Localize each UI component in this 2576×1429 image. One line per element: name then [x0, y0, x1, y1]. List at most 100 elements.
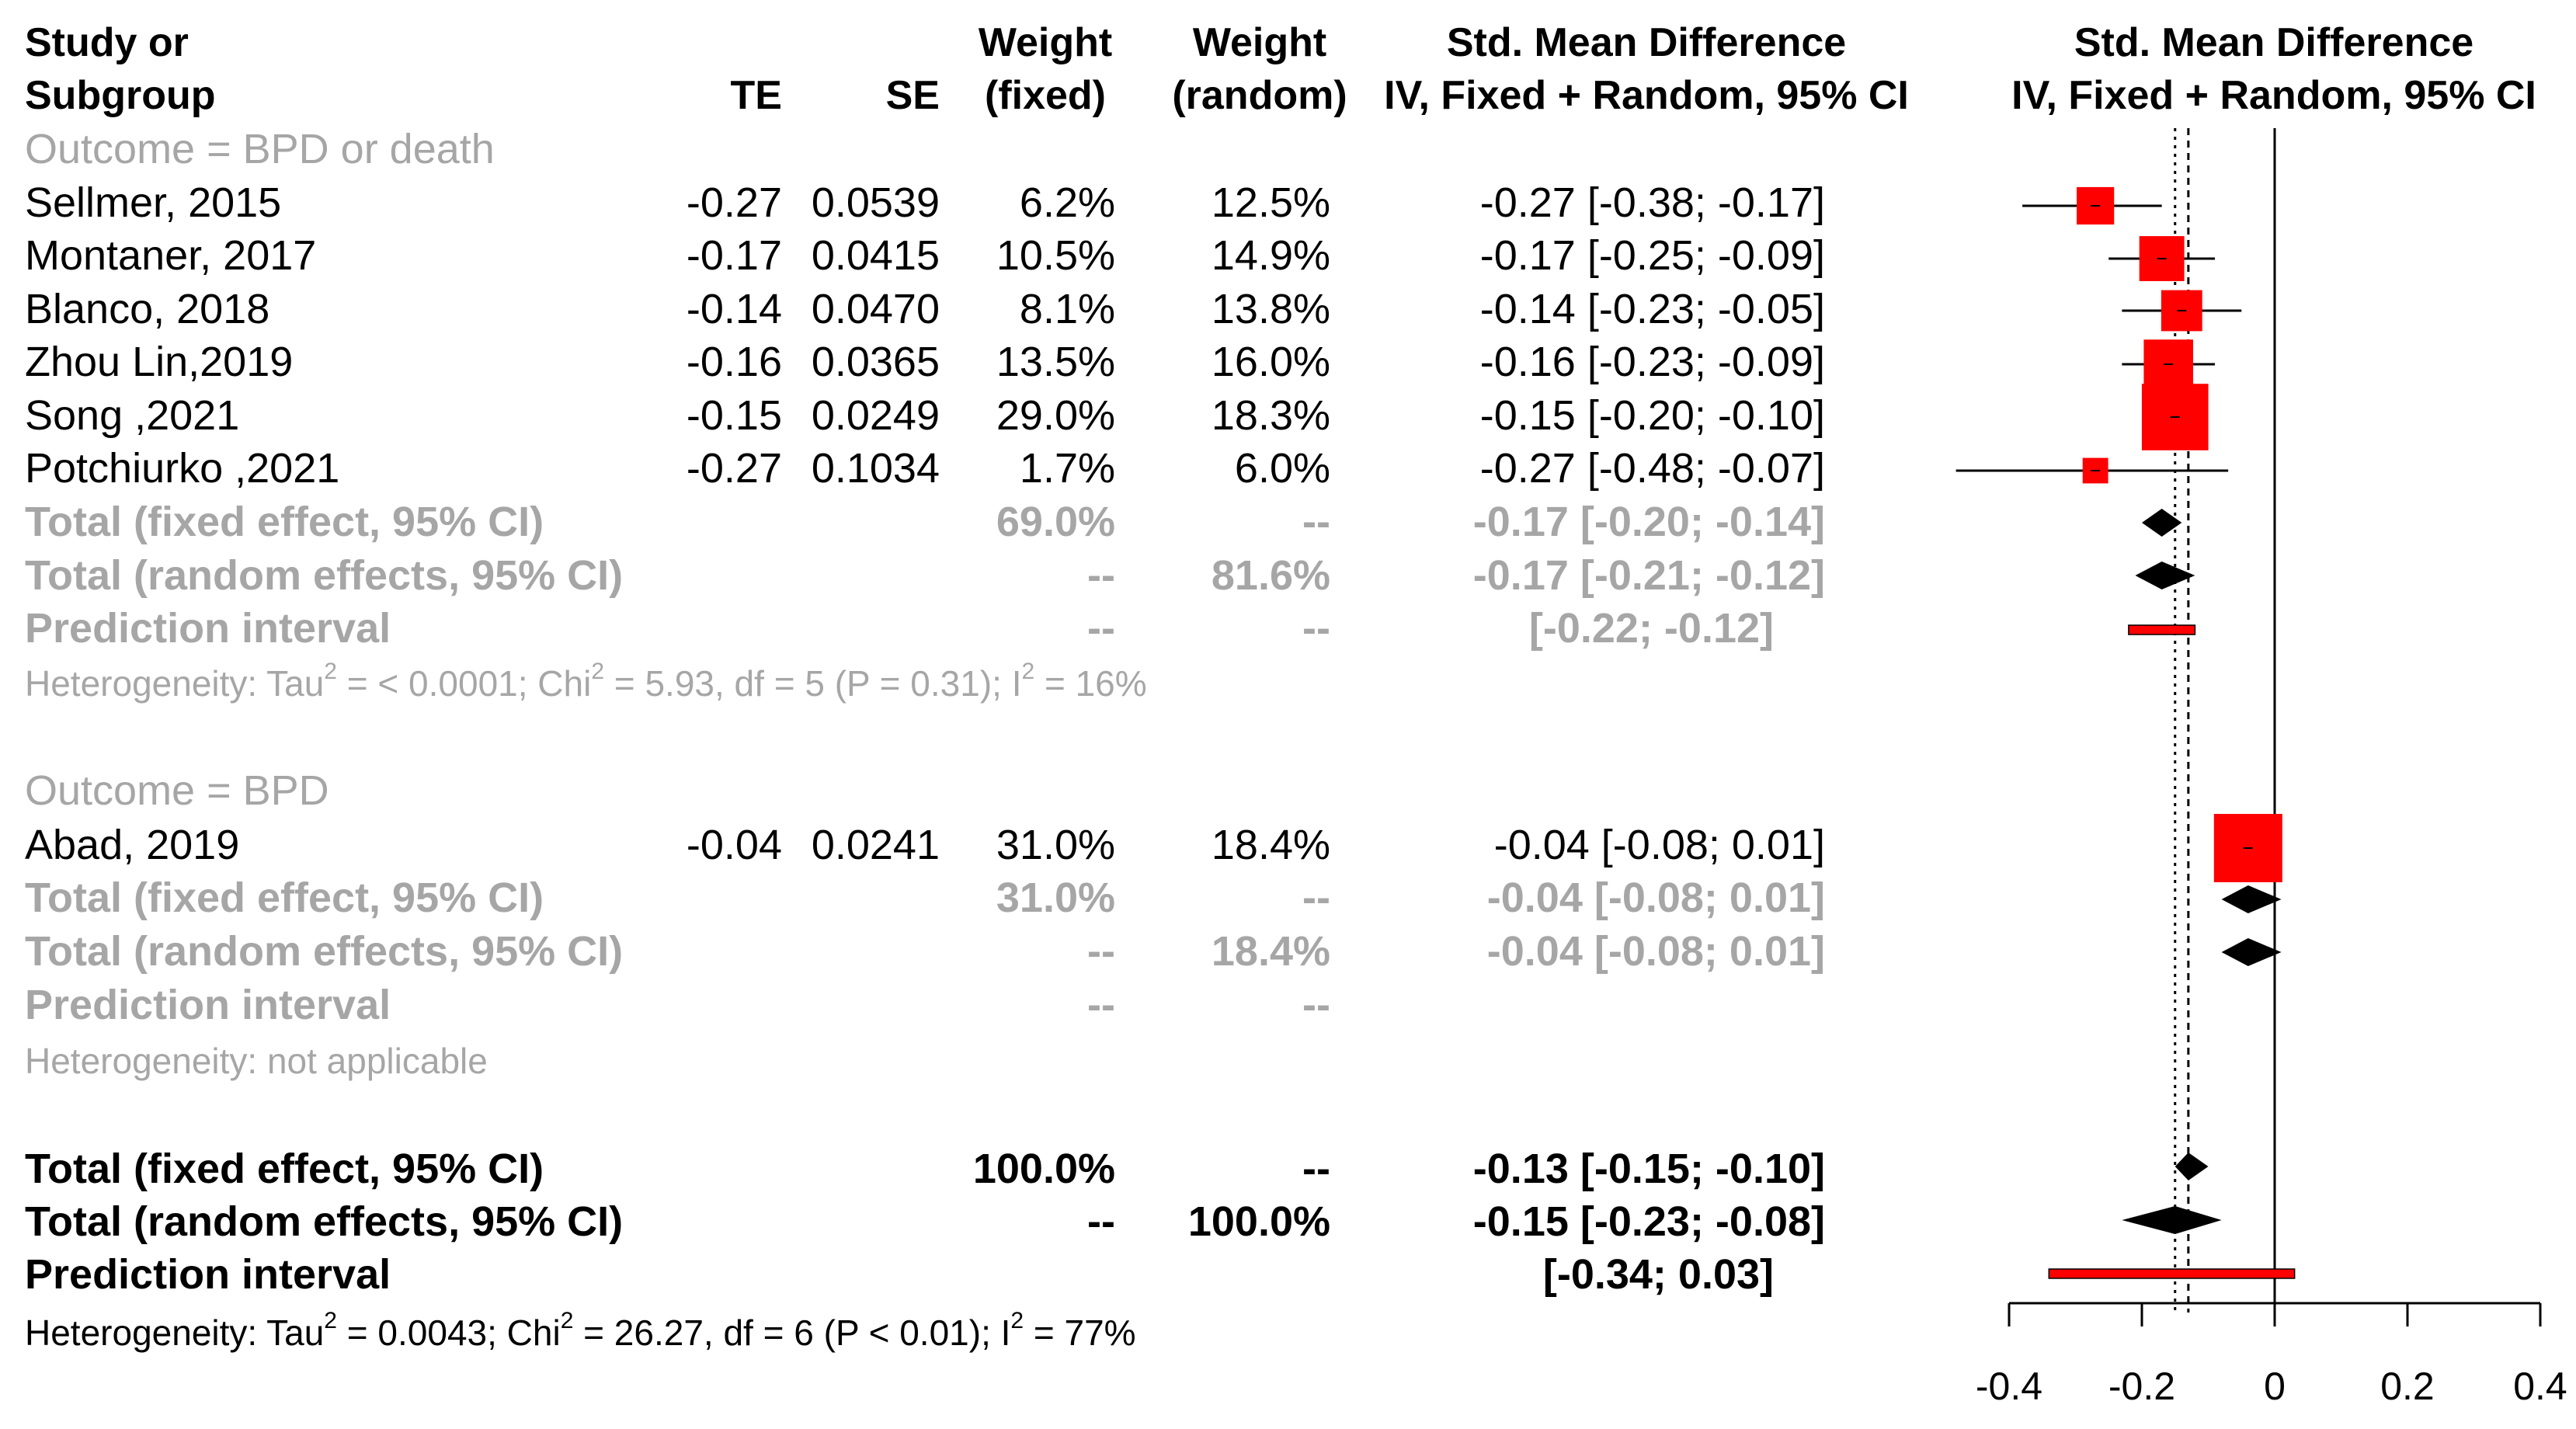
x-tick-label: -0.4	[1976, 1365, 2042, 1408]
study-weight-fixed: 1.7%	[1020, 445, 1115, 492]
study-name: Montaner, 2017	[25, 232, 316, 279]
prediction-label: Prediction interval	[25, 605, 391, 652]
x-tick-label: 0.4	[2513, 1365, 2567, 1408]
summary-diamond	[2221, 938, 2282, 966]
prediction-interval-bar	[2048, 1268, 2296, 1279]
heterogeneity-text: Heterogeneity: Tau2 = < 0.0001; Chi2 = 5…	[25, 659, 1147, 704]
random-total-weight-fixed: --	[1087, 552, 1115, 599]
study-te: -0.16	[687, 339, 782, 385]
subgroup-label: Outcome = BPD or death	[25, 126, 495, 172]
header-plot-line2: IV, Fixed + Random, 95% CI	[2011, 73, 2536, 118]
random-total-ci: -0.15 [-0.23; -0.08]	[1473, 1198, 1825, 1245]
superscript: 2	[1021, 659, 1034, 684]
fixed-total-ci: -0.04 [-0.08; 0.01]	[1487, 874, 1825, 921]
prediction-weight-fixed: --	[1087, 605, 1115, 652]
fixed-total-weight-random: --	[1302, 499, 1330, 545]
study-ci: -0.14 [-0.23; -0.05]	[1480, 286, 1825, 332]
study-name: Sellmer, 2015	[25, 179, 281, 226]
study-weight-random: 18.4%	[1212, 822, 1330, 868]
fixed-total-ci: -0.13 [-0.15; -0.10]	[1473, 1146, 1825, 1192]
prediction-weight-random: --	[1302, 605, 1330, 652]
prediction-ci: [-0.22; -0.12]	[1529, 605, 1774, 652]
heterogeneity-i2: = 16%	[1034, 663, 1147, 704]
study-ci: -0.16 [-0.23; -0.09]	[1480, 339, 1825, 385]
random-total-weight-random: 100.0%	[1188, 1198, 1330, 1245]
study-name: Song ,2021	[25, 392, 239, 439]
header-te: TE	[731, 73, 782, 118]
study-te: -0.27	[687, 445, 782, 492]
overall-fixed-total-row: Total (fixed effect, 95% CI) 100.0% -- -…	[25, 1146, 1825, 1192]
fixed-total-weight-fixed: 31.0%	[996, 874, 1115, 921]
study-weight-fixed: 10.5%	[996, 232, 1115, 279]
subgroup-prediction-row: Prediction interval -- --	[25, 982, 1330, 1028]
subgroup-random-total-row: Total (random effects, 95% CI) -- 18.4% …	[25, 928, 1825, 975]
heterogeneity-tau: = 0.0043; Chi	[337, 1313, 561, 1353]
header-study-line2: Subgroup	[25, 73, 216, 118]
study-name: Potchiurko ,2021	[25, 445, 339, 492]
study-weight-random: 16.0%	[1212, 339, 1330, 385]
study-row: Abad, 2019 -0.04 0.0241 31.0% 18.4% -0.0…	[25, 822, 1825, 868]
prediction-ci: [-0.34; 0.03]	[1543, 1251, 1774, 1298]
prediction-weight-fixed: --	[1087, 982, 1115, 1028]
subgroup-label: Outcome = BPD	[25, 767, 329, 814]
header-weight-fixed-line1: Weight	[979, 20, 1112, 65]
study-row: Song ,2021 -0.15 0.0249 29.0% 18.3% -0.1…	[25, 392, 1825, 439]
forest-panel: -0.4 -0.2 0 0.2 0.4	[1955, 128, 2567, 1408]
header-study-line1: Study or	[25, 20, 189, 65]
superscript: 2	[1010, 1308, 1024, 1333]
study-name: Zhou Lin,2019	[25, 339, 293, 385]
study-se: 0.0249	[812, 392, 940, 439]
study-ci: -0.27 [-0.38; -0.17]	[1480, 179, 1825, 226]
study-se: 0.0539	[812, 179, 940, 226]
study-weight-random: 6.0%	[1235, 445, 1330, 492]
fixed-total-weight-fixed: 69.0%	[996, 499, 1115, 545]
study-te: -0.14	[687, 286, 782, 332]
study-te: -0.04	[687, 822, 782, 868]
random-total-ci: -0.04 [-0.08; 0.01]	[1487, 928, 1825, 975]
overall-random-total-row: Total (random effects, 95% CI) -- 100.0%…	[25, 1198, 1825, 1245]
heterogeneity-i2: = 77%	[1024, 1313, 1136, 1353]
prediction-label: Prediction interval	[25, 1251, 391, 1298]
study-ci: -0.27 [-0.48; -0.07]	[1480, 445, 1825, 492]
header-se: SE	[886, 73, 940, 118]
overall-prediction-row: Prediction interval [-0.34; 0.03]	[25, 1251, 1774, 1298]
header-weight-random-line1: Weight	[1193, 20, 1326, 65]
heterogeneity-tau: = < 0.0001; Chi	[337, 663, 591, 704]
header-ci-line2: IV, Fixed + Random, 95% CI	[1384, 73, 1909, 118]
study-row: Blanco, 2018 -0.14 0.0470 8.1% 13.8% -0.…	[25, 286, 1825, 332]
study-weight-fixed: 29.0%	[996, 392, 1115, 439]
summary-diamond	[2135, 562, 2195, 589]
study-ci: -0.15 [-0.20; -0.10]	[1480, 392, 1825, 439]
study-weight-fixed: 13.5%	[996, 339, 1115, 385]
summary-diamond	[2221, 885, 2282, 913]
heterogeneity-chi: = 26.27, df = 6 (P < 0.01); I	[573, 1313, 1010, 1353]
study-ci: -0.17 [-0.25; -0.09]	[1480, 232, 1825, 279]
x-tick-label: 0	[2264, 1365, 2286, 1408]
fixed-total-label: Total (fixed effect, 95% CI)	[25, 499, 544, 545]
superscript: 2	[561, 1308, 574, 1333]
study-weight-fixed: 8.1%	[1020, 286, 1115, 332]
fixed-total-weight-random: --	[1302, 874, 1330, 921]
study-te: -0.27	[687, 179, 782, 226]
superscript: 2	[324, 659, 337, 684]
random-total-weight-fixed: --	[1087, 928, 1115, 975]
random-total-weight-random: 18.4%	[1212, 928, 1330, 975]
fixed-total-label: Total (fixed effect, 95% CI)	[25, 1146, 544, 1192]
subgroup-fixed-total-row: Total (fixed effect, 95% CI) 69.0% -- -0…	[25, 499, 1825, 545]
fixed-total-weight-random: --	[1302, 1146, 1330, 1192]
heterogeneity-chi: = 5.93, df = 5 (P = 0.31); I	[604, 663, 1021, 704]
study-name: Abad, 2019	[25, 822, 239, 868]
fixed-total-weight-fixed: 100.0%	[973, 1146, 1115, 1192]
study-row: Zhou Lin,2019 -0.16 0.0365 13.5% 16.0% -…	[25, 339, 1825, 385]
study-te: -0.15	[687, 392, 782, 439]
study-name: Blanco, 2018	[25, 286, 269, 332]
subgroup-prediction-row: Prediction interval -- -- [-0.22; -0.12]	[25, 605, 1774, 652]
x-tick-label: 0.2	[2380, 1365, 2435, 1408]
header-weight-fixed-line2: (fixed)	[985, 73, 1106, 118]
heterogeneity-prefix: Heterogeneity: Tau	[25, 1313, 324, 1353]
fixed-total-ci: -0.17 [-0.20; -0.14]	[1473, 499, 1825, 545]
study-row: Sellmer, 2015 -0.27 0.0539 6.2% 12.5% -0…	[25, 179, 1825, 226]
study-weight-random: 13.8%	[1212, 286, 1330, 332]
prediction-label: Prediction interval	[25, 982, 391, 1028]
